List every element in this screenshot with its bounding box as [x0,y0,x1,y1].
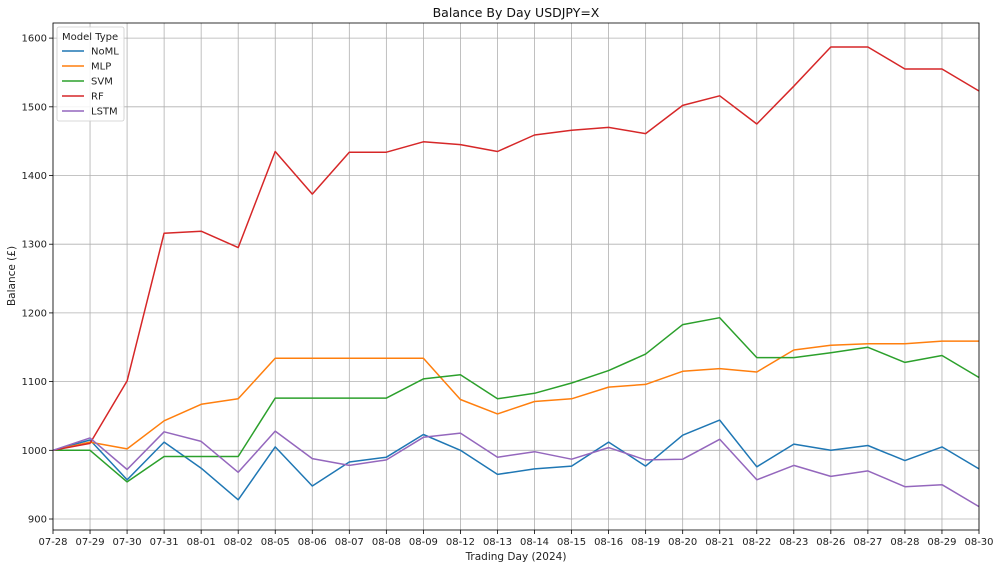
x-tick-label: 08-30 [964,537,993,548]
y-tick-label: 1600 [22,34,47,45]
series-line-lstm [52,430,980,508]
series-line-mlp [52,340,979,452]
y-tick-label: 1400 [22,171,47,182]
x-tick-label: 08-20 [668,537,697,548]
x-tick-label: 07-30 [113,537,142,548]
y-tick-label: 1100 [22,377,47,388]
x-tick-label: 08-28 [890,537,919,548]
x-axis-ticks: 07-28 07-29 07-30 07-31 08-01 08-02 08-05 08-06… [38,530,994,548]
y-tick-label: 1000 [22,446,47,457]
legend-label-svm: SVM [91,77,113,88]
x-tick-label: 07-29 [76,537,105,548]
x-tick-label: 08-02 [224,537,253,548]
x-tick-label: 08-23 [779,537,808,548]
x-tick-label: 08-22 [742,537,771,548]
x-tick-label: 07-31 [150,537,179,548]
series-line-noml [52,419,980,501]
series-line-svm [53,316,980,483]
y-tick-label: 1200 [22,308,47,319]
x-tick-label: 08-27 [853,537,882,548]
x-tick-label: 08-12 [446,537,475,548]
x-tick-label: 08-15 [557,537,586,548]
legend: Model Type NoML MLP SVM RF LSTM [56,26,125,122]
y-axis-label: Balance (£) [6,246,18,306]
legend-label-lstm: LSTM [91,107,118,118]
series-lines [52,46,980,508]
x-tick-label: 08-19 [631,537,660,548]
x-tick-label: 08-26 [816,537,845,548]
x-tick-label: 08-29 [927,537,956,548]
x-tick-label: 08-06 [298,537,327,548]
x-tick-label: 08-07 [335,537,364,548]
x-tick-label: 08-13 [483,537,512,548]
legend-title: Model Type [62,32,118,43]
legend-label-rf: RF [91,92,104,103]
x-tick-label: 08-08 [372,537,401,548]
legend-label-mlp: MLP [91,62,111,73]
legend-label-noml: NoML [91,47,119,58]
chart-title: Balance By Day USDJPY=X [433,5,600,20]
x-axis-label: Trading Day (2024) [465,551,567,563]
y-tick-label: 900 [28,515,47,526]
x-tick-label: 08-21 [705,537,734,548]
series-line-rf [52,46,980,452]
x-tick-label: 08-16 [594,537,623,548]
x-tick-label: 08-14 [520,537,549,548]
x-tick-label: 08-05 [261,537,290,548]
y-tick-label: 1500 [22,102,47,113]
x-tick-label: 08-09 [409,537,438,548]
x-tick-label: 08-01 [187,537,216,548]
plot-area-border [52,22,980,531]
y-tick-label: 1300 [22,240,47,251]
x-tick-label: 07-28 [38,537,67,548]
y-axis-ticks: 900 1000 1100 1200 1300 1400 1500 1600 [22,34,53,526]
